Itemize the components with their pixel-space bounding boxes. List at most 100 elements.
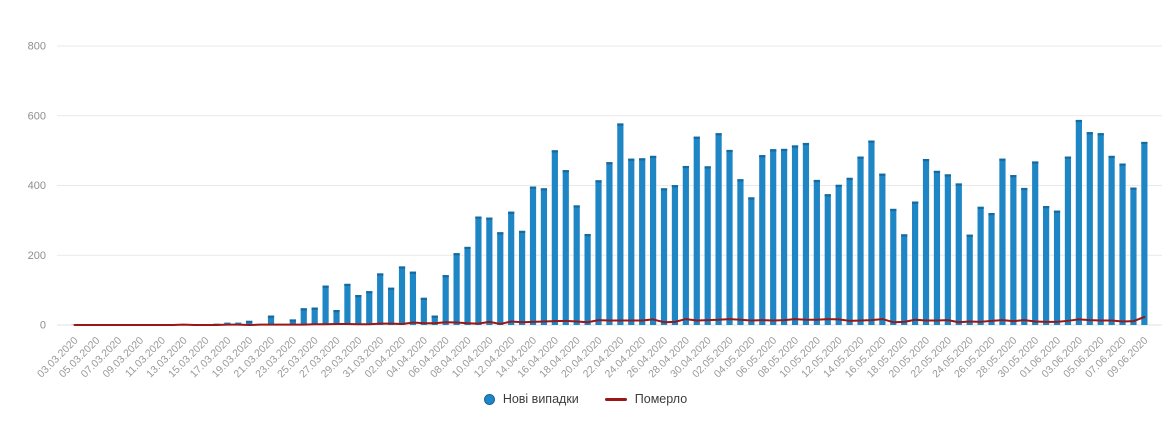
bar-new-cases[interactable] <box>595 180 602 325</box>
bar-new-cases[interactable] <box>344 283 351 325</box>
bar-cap <box>966 234 973 237</box>
bar-new-cases[interactable] <box>573 205 580 325</box>
bar-new-cases[interactable] <box>267 315 275 325</box>
bar-new-cases[interactable] <box>835 184 842 325</box>
bar-new-cases[interactable] <box>671 185 679 325</box>
bar-new-cases[interactable] <box>759 155 766 325</box>
bar-new-cases[interactable] <box>824 194 831 325</box>
bar-new-cases[interactable] <box>1119 163 1126 325</box>
bar-new-cases[interactable] <box>387 287 395 325</box>
bar-new-cases[interactable] <box>682 165 689 325</box>
bar-new-cases[interactable] <box>453 253 460 325</box>
bar-cap <box>1086 132 1093 135</box>
y-tick-label: 800 <box>28 41 46 53</box>
bar-new-cases[interactable] <box>584 233 591 325</box>
bar-new-cases[interactable] <box>944 174 951 325</box>
bar-new-cases[interactable] <box>409 271 417 325</box>
bar-cap <box>1141 141 1148 145</box>
legend-item-deaths[interactable]: Померло <box>604 392 687 406</box>
bar-new-cases[interactable] <box>813 179 820 325</box>
bar-new-cases[interactable] <box>540 188 548 325</box>
bar-new-cases[interactable] <box>617 123 624 325</box>
bar-new-cases[interactable] <box>704 166 711 325</box>
bar-new-cases[interactable] <box>726 149 733 325</box>
bar-new-cases[interactable] <box>1032 161 1039 325</box>
bar-new-cases[interactable] <box>420 297 427 325</box>
bar-new-cases[interactable] <box>879 173 886 325</box>
bar-new-cases[interactable] <box>737 179 744 325</box>
bar-new-cases[interactable] <box>999 158 1006 325</box>
bar-new-cases[interactable] <box>770 149 777 325</box>
bar-cap <box>955 183 962 186</box>
bar-new-cases[interactable] <box>1130 187 1137 325</box>
bar-new-cases[interactable] <box>748 197 755 325</box>
deaths-line[interactable] <box>73 315 1146 326</box>
bar-new-cases[interactable] <box>366 291 373 325</box>
bar-new-cases[interactable] <box>1097 133 1104 325</box>
bar-new-cases[interactable] <box>464 246 471 325</box>
bar-new-cases[interactable] <box>551 150 558 325</box>
bar-new-cases[interactable] <box>486 217 493 325</box>
bar-new-cases[interactable] <box>650 155 657 325</box>
bar-new-cases[interactable] <box>1021 187 1028 325</box>
bar-new-cases[interactable] <box>1075 119 1082 325</box>
bar-new-cases[interactable] <box>977 206 984 325</box>
bar-new-cases[interactable] <box>660 188 668 325</box>
bar-new-cases[interactable] <box>868 140 875 325</box>
bar-new-cases[interactable] <box>311 307 318 325</box>
bar-new-cases[interactable] <box>333 310 340 325</box>
legend-item-new-cases[interactable]: Нові випадки <box>483 392 579 406</box>
bar-cap <box>1064 156 1072 159</box>
bar-new-cases[interactable] <box>289 319 296 325</box>
bar-new-cases[interactable] <box>781 148 788 325</box>
bar-new-cases[interactable] <box>398 266 406 325</box>
bar-new-cases[interactable] <box>693 136 700 325</box>
bar-new-cases[interactable] <box>901 234 908 325</box>
bar-new-cases[interactable] <box>377 273 384 325</box>
bar-new-cases[interactable] <box>857 156 864 325</box>
bar-cap <box>802 142 810 146</box>
bar-new-cases[interactable] <box>1043 206 1050 325</box>
bar-new-cases[interactable] <box>715 133 722 325</box>
bar-new-cases[interactable] <box>529 186 537 325</box>
bar-new-cases[interactable] <box>300 308 307 325</box>
bar-new-cases[interactable] <box>966 234 973 325</box>
bar-cap <box>1130 187 1137 190</box>
bar-new-cases[interactable] <box>497 232 504 325</box>
bar-cap <box>922 158 930 162</box>
bar-cap <box>868 140 875 143</box>
bar-new-cases[interactable] <box>628 158 635 325</box>
bar-new-cases[interactable] <box>431 315 438 325</box>
bar-new-cases[interactable] <box>639 158 646 325</box>
bar-cap <box>748 197 755 200</box>
bar-new-cases[interactable] <box>933 170 941 325</box>
bar-new-cases[interactable] <box>475 216 482 325</box>
bar-new-cases[interactable] <box>1141 141 1148 325</box>
y-tick-label: 200 <box>28 250 46 262</box>
bar-new-cases[interactable] <box>890 208 897 325</box>
bar-new-cases[interactable] <box>1064 156 1072 325</box>
bar-new-cases[interactable] <box>518 230 526 325</box>
bar-cap <box>267 315 275 318</box>
bar-cap <box>486 217 493 220</box>
bar-new-cases[interactable] <box>606 162 613 325</box>
bar-new-cases[interactable] <box>442 275 449 325</box>
bar-cap <box>824 194 831 197</box>
bar-new-cases[interactable] <box>562 170 569 325</box>
bar-new-cases[interactable] <box>912 201 919 325</box>
bar-new-cases[interactable] <box>1108 155 1115 325</box>
bar-new-cases[interactable] <box>802 142 810 325</box>
bar-new-cases[interactable] <box>846 177 853 325</box>
bar-new-cases[interactable] <box>1010 175 1017 325</box>
bar-new-cases[interactable] <box>1086 132 1093 325</box>
bar-new-cases[interactable] <box>791 145 799 325</box>
bar-cap <box>1053 210 1061 213</box>
bar-new-cases[interactable] <box>508 211 515 325</box>
bar-new-cases[interactable] <box>355 295 362 325</box>
bar-new-cases[interactable] <box>988 213 995 325</box>
bar-cap <box>846 177 853 181</box>
bar-new-cases[interactable] <box>922 158 930 325</box>
bar-new-cases[interactable] <box>1053 210 1061 325</box>
bar-new-cases[interactable] <box>322 285 329 325</box>
bar-new-cases[interactable] <box>955 183 962 325</box>
